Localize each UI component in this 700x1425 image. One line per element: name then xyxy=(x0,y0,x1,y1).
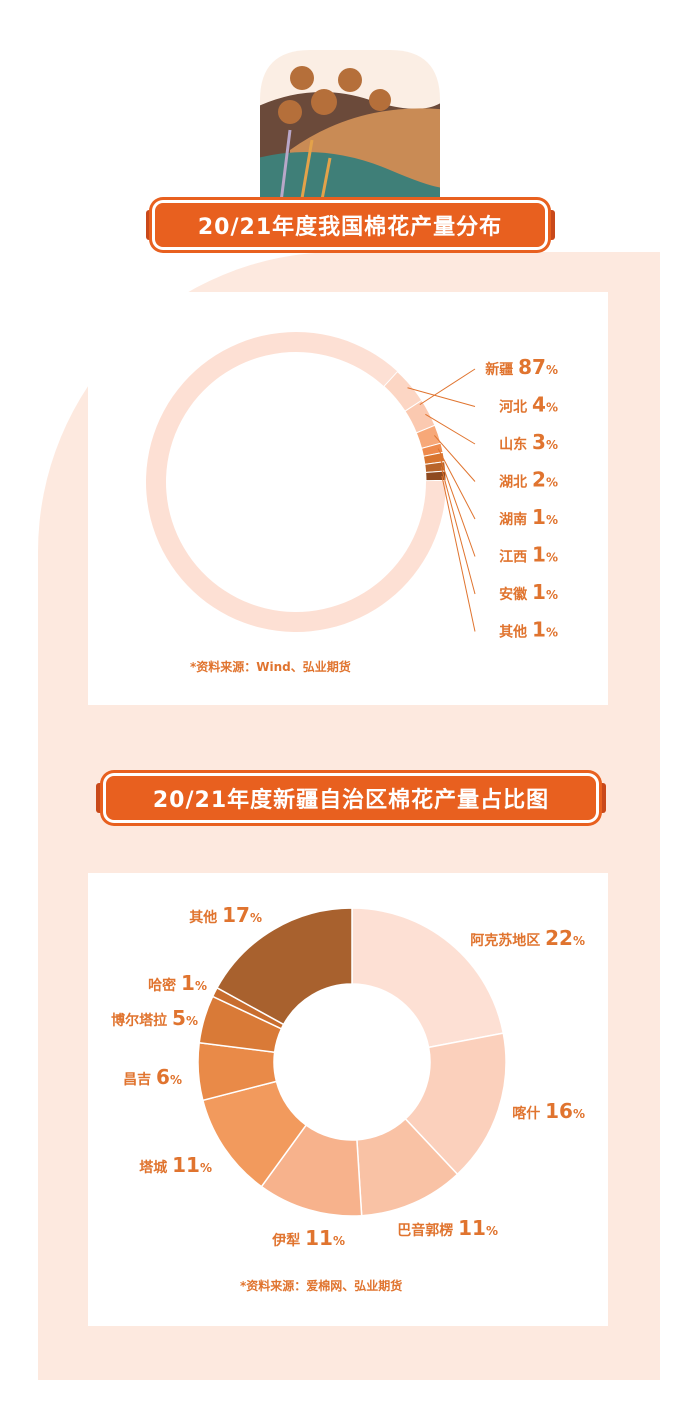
chart1-item-5-value: 1 xyxy=(532,543,546,567)
chart1-item-1-label: 河北 4% xyxy=(499,393,558,417)
chart1-item-0-unit: % xyxy=(546,363,558,377)
chart1-item-0-value: 87 xyxy=(518,355,546,379)
chart1-leader-4 xyxy=(437,448,476,520)
chart1-item-1-unit: % xyxy=(546,401,558,415)
chart2-item-5-label: 昌吉 6% xyxy=(123,1065,182,1089)
chart1-leader-5 xyxy=(439,457,476,557)
chart1-item-4-value: 1 xyxy=(532,505,546,529)
chart2-item-8-label: 其他 17% xyxy=(189,903,262,927)
chart1-leader-3 xyxy=(433,435,476,482)
chart1-item-0-label: 新疆 87% xyxy=(485,355,558,379)
chart2-item-5-unit: % xyxy=(170,1073,182,1087)
chart1-leader-7 xyxy=(441,475,476,632)
chart2-item-7-name: 哈密 xyxy=(148,977,181,994)
chart1-item-7-value: 1 xyxy=(532,618,546,642)
chart1-item-4-name: 湖南 xyxy=(499,511,532,528)
chart2-item-5-value: 6 xyxy=(156,1065,170,1089)
chart1-item-6-unit: % xyxy=(546,588,558,602)
chart2-item-6-label: 博尔塔拉 5% xyxy=(111,1006,198,1030)
chart1-item-2-unit: % xyxy=(546,438,558,452)
chart2-item-3-value: 11 xyxy=(305,1226,333,1250)
chart2-item-3-label: 伊犁 11% xyxy=(271,1226,345,1250)
chart1-item-2-name: 山东 xyxy=(499,436,532,453)
chart2-item-8-name: 其他 xyxy=(189,909,222,926)
chart1-item-1-name: 河北 xyxy=(499,399,532,416)
chart1-item-3-name: 湖北 xyxy=(499,475,532,491)
chart1-item-5-name: 江西 xyxy=(499,549,532,566)
chart2-item-2-unit: % xyxy=(486,1224,498,1238)
chart2-item-0-value: 22 xyxy=(545,926,573,950)
chart2-item-6-value: 5 xyxy=(172,1006,186,1030)
chart2-title: 20/21年度新疆自治区棉花产量占比图 xyxy=(152,788,550,813)
chart2-item-2-name: 巴音郭楞 xyxy=(397,1222,458,1239)
chart1-leader-1 xyxy=(407,387,476,407)
chart1-item-6-name: 安徽 xyxy=(499,586,532,603)
chart2-item-7-value: 1 xyxy=(181,971,195,995)
chart2-item-0-name: 阿克苏地区 xyxy=(470,932,545,949)
chart2-item-4-value: 11 xyxy=(172,1153,200,1177)
chart2-source: *资料来源：爱棉网、弘业期货 xyxy=(240,1279,403,1293)
cotton-field-illustration xyxy=(260,50,440,210)
chart1-leader-6 xyxy=(440,466,476,595)
chart2-slice-8 xyxy=(216,907,353,1026)
chart1-item-1-value: 4 xyxy=(532,393,546,417)
chart1-item-3-value: 2 xyxy=(532,468,546,492)
chart1-item-6-value: 1 xyxy=(532,580,546,604)
chart1-title-banner: 20/21年度我国棉花产量分布 xyxy=(155,203,545,247)
chart2-item-1-unit: % xyxy=(573,1107,585,1121)
chart1-item-5-label: 江西 1% xyxy=(499,543,558,567)
chart2-item-5-name: 昌吉 xyxy=(123,1071,156,1088)
chart1-source: *资料来源：Wind、弘业期货 xyxy=(190,660,351,674)
chart1-item-4-unit: % xyxy=(546,513,558,527)
chart1-item-2-label: 山东 3% xyxy=(499,430,558,454)
chart2-item-3-name: 伊犁 xyxy=(271,1232,305,1249)
chart2-item-4-unit: % xyxy=(200,1161,212,1175)
chart2-title-banner: 20/21年度新疆自治区棉花产量占比图 xyxy=(106,776,596,820)
chart2-item-1-value: 16 xyxy=(545,1099,573,1123)
chart1-item-5-unit: % xyxy=(546,551,558,565)
chart1-title: 20/21年度我国棉花产量分布 xyxy=(197,215,503,240)
chart1-item-0-name: 新疆 xyxy=(485,361,518,378)
chart2-item-0-label: 阿克苏地区 22% xyxy=(470,926,585,950)
chart2-item-4-name: 塔城 xyxy=(139,1159,172,1176)
chart1-item-7-label: 其他 1% xyxy=(499,618,558,642)
chart2-item-7-label: 哈密 1% xyxy=(148,971,207,995)
chart1-item-3-label: 湖北 2% xyxy=(499,468,558,492)
chart2-item-6-unit: % xyxy=(186,1014,198,1028)
chart1-leader-2 xyxy=(425,413,476,445)
chart1-item-7-name: 其他 xyxy=(499,624,532,641)
chart2-item-0-unit: % xyxy=(573,934,585,948)
chart1-item-4-label: 湖南 1% xyxy=(499,505,558,529)
chart1-item-2-value: 3 xyxy=(532,430,546,454)
chart1-item-6-label: 安徽 1% xyxy=(499,580,558,604)
chart1-leader-0 xyxy=(419,368,476,406)
chart2-item-1-name: 喀什 xyxy=(512,1105,545,1122)
chart2-item-2-label: 巴音郭楞 11% xyxy=(397,1216,498,1240)
chart2-item-4-label: 塔城 11% xyxy=(139,1153,212,1177)
chart1-item-3-unit: % xyxy=(546,476,558,490)
chart2-item-3-unit: % xyxy=(333,1234,345,1248)
chart2-slice-0 xyxy=(351,907,505,1049)
chart2-item-8-value: 17 xyxy=(222,903,250,927)
chart2-item-8-unit: % xyxy=(250,911,262,925)
chart1-item-7-unit: % xyxy=(546,626,558,640)
chart2-item-1-label: 喀什 16% xyxy=(512,1099,585,1123)
chart2-item-2-value: 11 xyxy=(458,1216,486,1240)
chart2-item-6-name: 博尔塔拉 xyxy=(111,1012,172,1029)
chart2-item-7-unit: % xyxy=(195,979,207,993)
